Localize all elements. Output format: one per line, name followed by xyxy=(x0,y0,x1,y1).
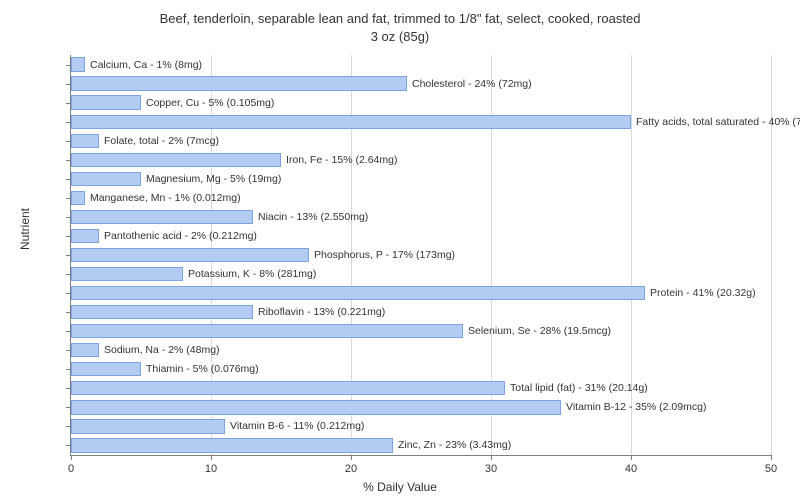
bar-label: Pantothenic acid - 2% (0.212mg) xyxy=(98,230,257,242)
bar-label: Calcium, Ca - 1% (8mg) xyxy=(84,59,202,71)
bar: Sodium, Na - 2% (48mg) xyxy=(71,343,99,357)
bar: Thiamin - 5% (0.076mg) xyxy=(71,362,141,376)
bar: Copper, Cu - 5% (0.105mg) xyxy=(71,95,141,109)
bar-label: Copper, Cu - 5% (0.105mg) xyxy=(140,97,274,109)
bar-label: Total lipid (fat) - 31% (20.14g) xyxy=(504,382,648,394)
bar-label: Folate, total - 2% (7mcg) xyxy=(98,135,219,147)
bar-label: Phosphorus, P - 17% (173mg) xyxy=(308,249,455,261)
bar: Manganese, Mn - 1% (0.012mg) xyxy=(71,191,85,205)
bar: Selenium, Se - 28% (19.5mcg) xyxy=(71,324,463,338)
bar-label: Selenium, Se - 28% (19.5mcg) xyxy=(462,325,611,337)
bar: Phosphorus, P - 17% (173mg) xyxy=(71,248,309,262)
xtick-label: 40 xyxy=(625,463,637,475)
x-axis-label: % Daily Value xyxy=(0,480,800,494)
xtick-label: 30 xyxy=(485,463,497,475)
plot-area: 01020304050Calcium, Ca - 1% (8mg)Cholest… xyxy=(70,55,771,456)
xtick-label: 50 xyxy=(765,463,777,475)
bar-label: Protein - 41% (20.32g) xyxy=(644,287,756,299)
bar-label: Fatty acids, total saturated - 40% (7.97… xyxy=(630,116,800,128)
xtick-mark xyxy=(491,455,492,460)
bar: Iron, Fe - 15% (2.64mg) xyxy=(71,153,281,167)
y-axis-label: Nutrient xyxy=(18,208,32,250)
bar: Protein - 41% (20.32g) xyxy=(71,286,645,300)
xtick-label: 10 xyxy=(205,463,217,475)
bar-label: Thiamin - 5% (0.076mg) xyxy=(140,363,259,375)
bar-label: Potassium, K - 8% (281mg) xyxy=(182,268,316,280)
bar: Magnesium, Mg - 5% (19mg) xyxy=(71,172,141,186)
bar-label: Vitamin B-6 - 11% (0.212mg) xyxy=(224,420,364,432)
bar-label: Cholesterol - 24% (72mg) xyxy=(406,78,532,90)
bar: Cholesterol - 24% (72mg) xyxy=(71,76,407,90)
bar-label: Zinc, Zn - 23% (3.43mg) xyxy=(392,439,511,451)
bar: Vitamin B-6 - 11% (0.212mg) xyxy=(71,419,225,433)
xtick-mark xyxy=(771,455,772,460)
bar: Total lipid (fat) - 31% (20.14g) xyxy=(71,381,505,395)
bar: Zinc, Zn - 23% (3.43mg) xyxy=(71,438,393,452)
xtick-mark xyxy=(351,455,352,460)
title-line1: Beef, tenderloin, separable lean and fat… xyxy=(160,11,641,26)
bar-label: Sodium, Na - 2% (48mg) xyxy=(98,344,220,356)
xtick-mark xyxy=(71,455,72,460)
xtick-label: 20 xyxy=(345,463,357,475)
bar: Pantothenic acid - 2% (0.212mg) xyxy=(71,229,99,243)
bar: Potassium, K - 8% (281mg) xyxy=(71,267,183,281)
xtick-label: 0 xyxy=(68,463,74,475)
bar: Vitamin B-12 - 35% (2.09mcg) xyxy=(71,400,561,414)
bar: Fatty acids, total saturated - 40% (7.97… xyxy=(71,115,631,129)
bar-label: Magnesium, Mg - 5% (19mg) xyxy=(140,173,281,185)
bar-label: Riboflavin - 13% (0.221mg) xyxy=(252,306,385,318)
bar: Calcium, Ca - 1% (8mg) xyxy=(71,57,85,71)
bar-label: Iron, Fe - 15% (2.64mg) xyxy=(280,154,397,166)
bar-label: Manganese, Mn - 1% (0.012mg) xyxy=(84,192,241,204)
xtick-mark xyxy=(631,455,632,460)
bar-label: Vitamin B-12 - 35% (2.09mcg) xyxy=(560,401,706,413)
bar-label: Niacin - 13% (2.550mg) xyxy=(252,211,368,223)
title-line2: 3 oz (85g) xyxy=(371,29,430,44)
bar: Niacin - 13% (2.550mg) xyxy=(71,210,253,224)
chart-title: Beef, tenderloin, separable lean and fat… xyxy=(0,0,800,46)
bar: Folate, total - 2% (7mcg) xyxy=(71,134,99,148)
bar: Riboflavin - 13% (0.221mg) xyxy=(71,305,253,319)
xtick-mark xyxy=(211,455,212,460)
